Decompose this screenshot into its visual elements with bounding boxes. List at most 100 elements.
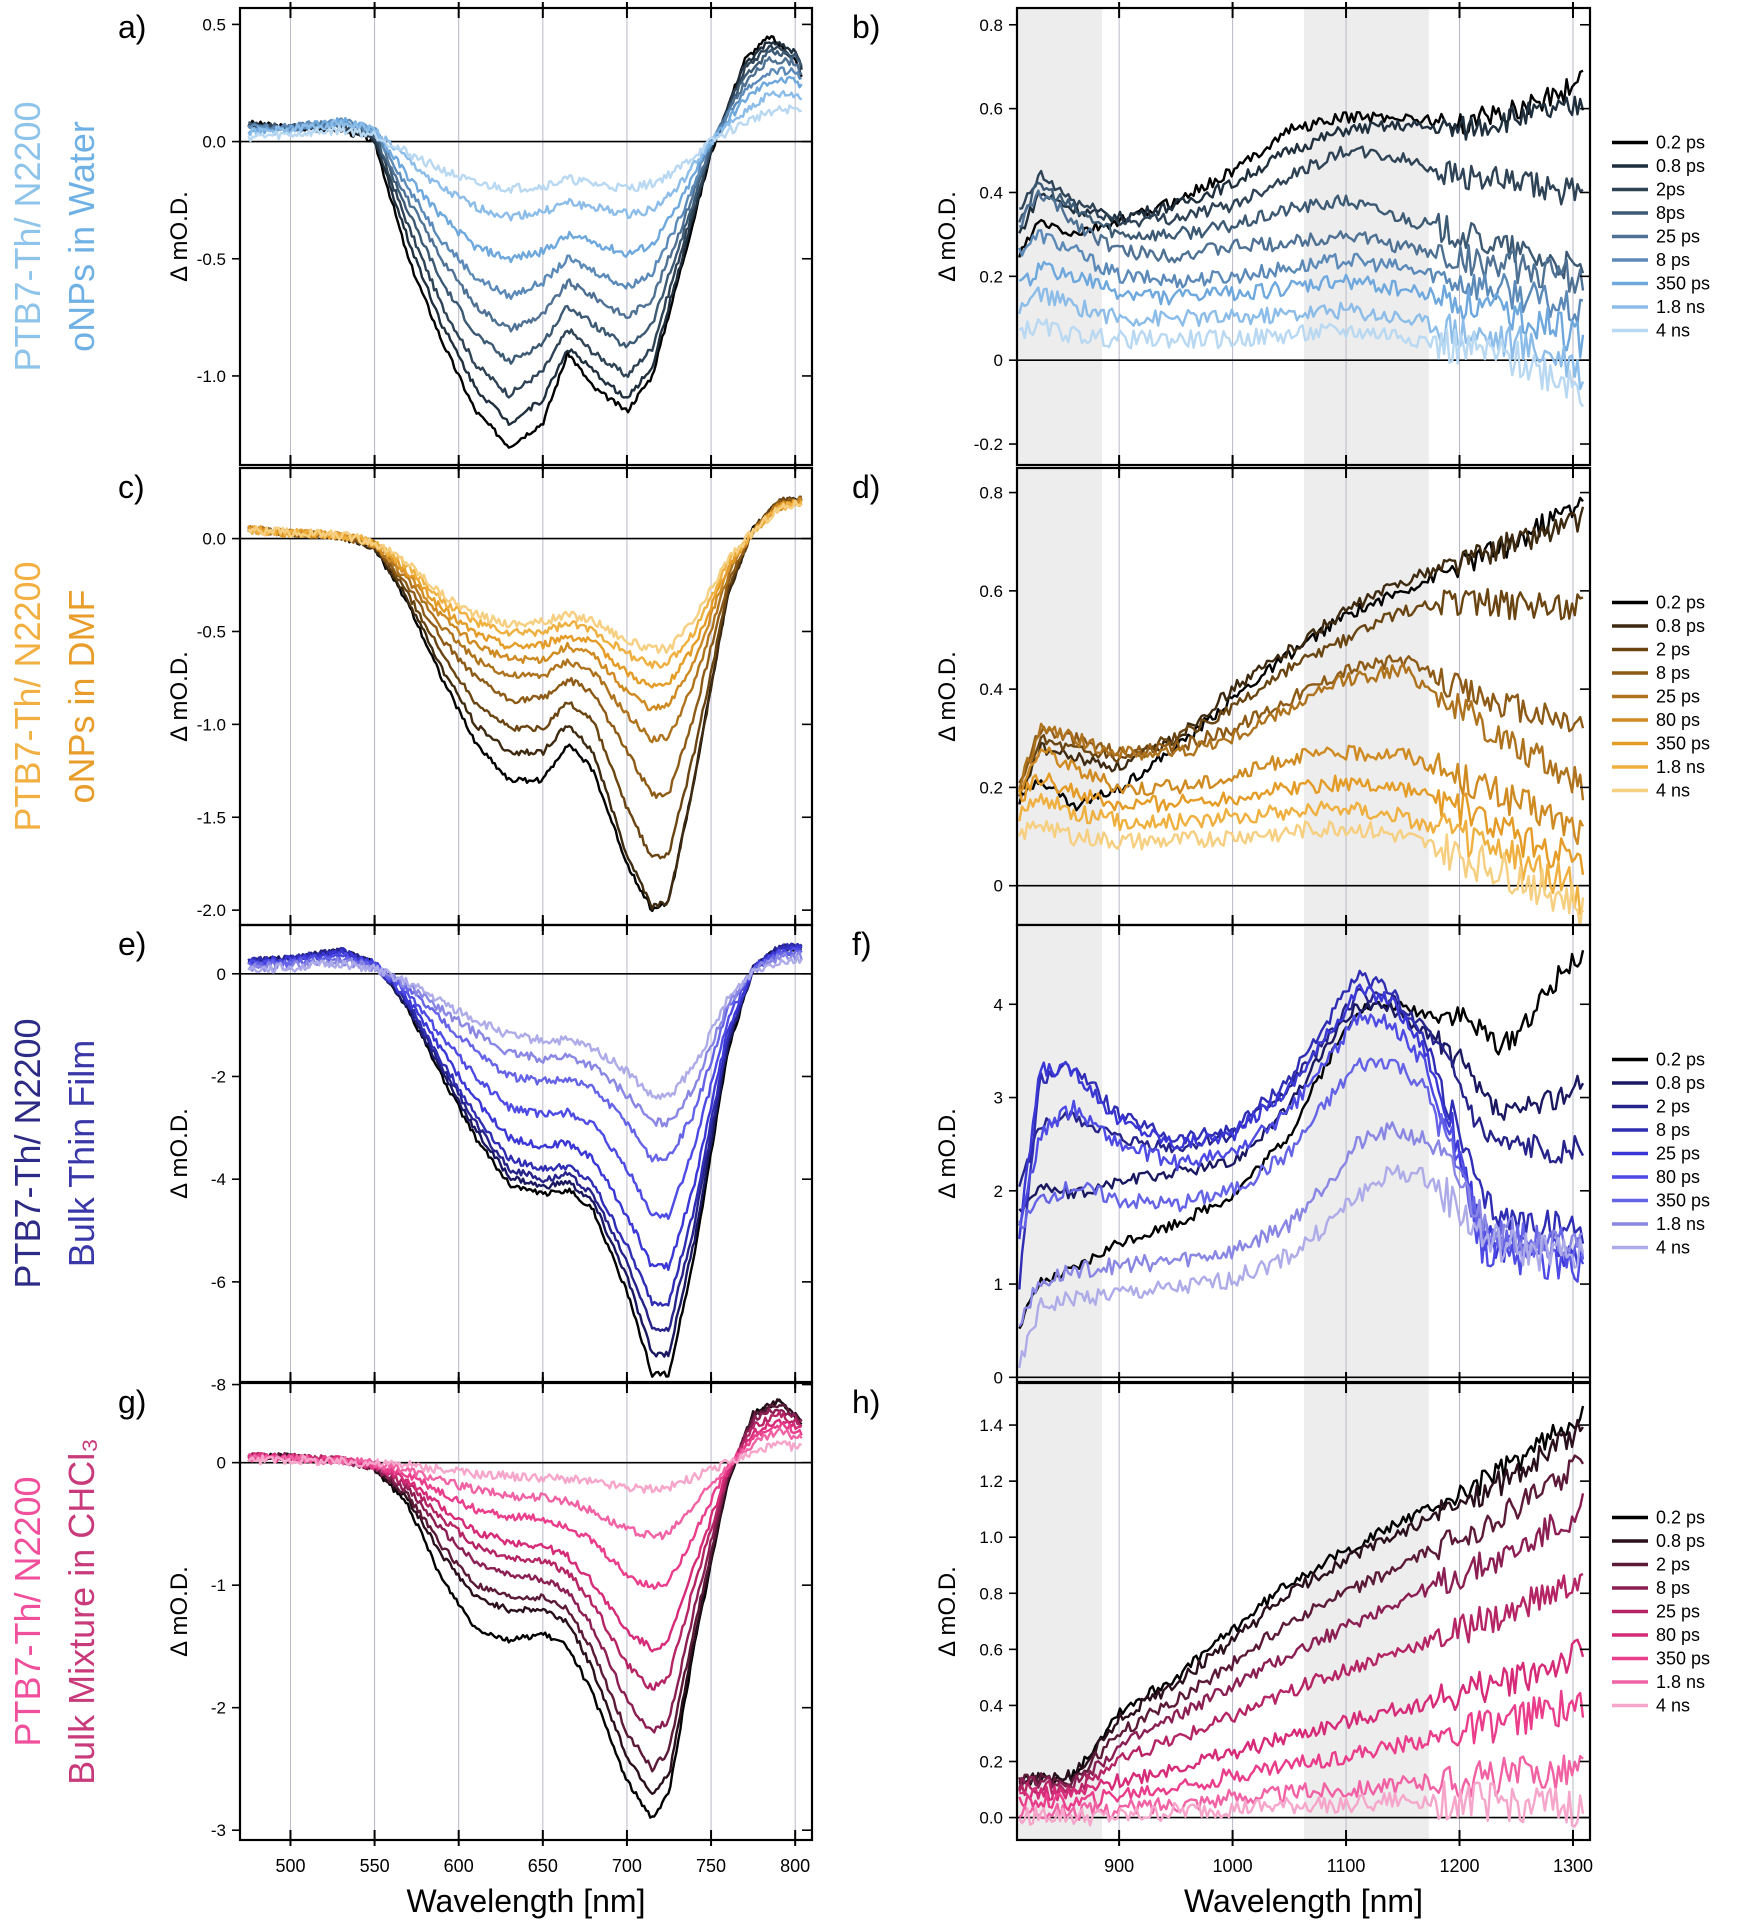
row-label: oNPs in Water — [61, 121, 102, 352]
y-tick-label: 0.8 — [979, 1584, 1003, 1603]
legend-entry: 0.2 ps — [1656, 133, 1705, 153]
shaded-region — [1017, 468, 1103, 925]
plot-frame — [1015, 923, 1592, 1384]
y-tick-label: 0.2 — [979, 267, 1003, 286]
series-line — [1018, 1001, 1585, 1214]
legend-entry: 2 ps — [1656, 1097, 1690, 1117]
legend-entry: 0.2 ps — [1656, 1050, 1705, 1070]
legend-entry: 350 ps — [1656, 274, 1710, 294]
series-line — [1018, 286, 1585, 391]
series-line — [1018, 260, 1585, 359]
series-line — [1018, 819, 1585, 925]
series-line — [1018, 1572, 1584, 1797]
series-line — [1018, 662, 1585, 801]
legend-entry: 4 ns — [1656, 321, 1690, 341]
series-line — [1018, 987, 1585, 1188]
series-group — [1018, 1405, 1585, 1828]
x-tick-label: 1100 — [1327, 1856, 1366, 1876]
series-line — [247, 66, 802, 300]
plot-frame — [1015, 1381, 1592, 1842]
x-tick-label: 700 — [612, 1856, 642, 1876]
y-tick-label: -8 — [211, 1376, 226, 1395]
series-group — [247, 35, 803, 449]
panel-label: e) — [118, 926, 146, 962]
series-line — [1018, 506, 1585, 797]
panel-f: 4 3 2 1 0 Δ mO.D. f) 0.2 ps 0.8 ps 2 ps 8 ps 25 ps 8… — [852, 919, 1710, 1388]
series-line — [1018, 1689, 1585, 1812]
panel-label: f) — [852, 926, 872, 962]
y-tick-label: -2 — [211, 1699, 226, 1718]
series-line — [1018, 1493, 1585, 1790]
panel-label: h) — [852, 1384, 880, 1420]
panel-a: 0.5 0.0 -0.5 -1.0 Δ mO.D. a) PTB7-Th/ N2200 oNP… — [7, 2, 814, 471]
x-tick-label: 1000 — [1213, 1856, 1253, 1876]
series-line — [248, 943, 803, 1358]
plot-frame — [238, 6, 814, 467]
panel-label: a) — [118, 9, 146, 45]
legend-entry: 0.8 ps — [1656, 1073, 1705, 1093]
y-tick-label: -1.0 — [197, 715, 226, 734]
plot-frame — [238, 923, 814, 1384]
series-line — [1018, 318, 1585, 408]
series-line — [247, 1418, 802, 1653]
series-line — [1018, 1754, 1584, 1821]
series-line — [1018, 1418, 1584, 1786]
y-tick-label: 2 — [994, 1182, 1003, 1201]
y-tick-label: 0 — [994, 1368, 1003, 1387]
y-tick-label: 0 — [994, 877, 1003, 896]
legend-entry: 4 ns — [1656, 1696, 1690, 1716]
shaded-region — [1304, 925, 1429, 1382]
y-axis-label: Δ mO.D. — [166, 1566, 193, 1657]
legend-entry: 2ps — [1656, 180, 1685, 200]
y-tick-label: -0.2 — [974, 435, 1003, 454]
series-line — [247, 104, 803, 194]
panel-label: c) — [118, 469, 145, 505]
x-tick-label: 900 — [1104, 1856, 1134, 1876]
series-line — [248, 44, 803, 399]
y-axis-label: Δ mO.D. — [166, 651, 193, 742]
legend-entry: 350 ps — [1656, 1649, 1710, 1669]
y-tick-label: -0.5 — [197, 250, 226, 269]
y-axis-label: Δ mO.D. — [934, 191, 961, 282]
legend-entry: 0.2 ps — [1656, 1508, 1705, 1528]
series-line — [247, 947, 803, 1220]
legend-entry: 25 ps — [1656, 1602, 1700, 1622]
legend-entry: 350 ps — [1656, 734, 1710, 754]
y-tick-label: -0.5 — [197, 622, 226, 641]
y-tick-label: -1.5 — [197, 808, 226, 827]
legend-entry: 1.8 ns — [1656, 1672, 1705, 1692]
y-tick-label: 1.0 — [979, 1528, 1003, 1547]
series-line — [1018, 793, 1584, 916]
series-line — [1018, 1780, 1585, 1828]
series-group — [1018, 949, 1585, 1369]
x-tick-label: 1300 — [1553, 1856, 1593, 1876]
series-line — [1018, 181, 1585, 280]
y-tick-label: -3 — [211, 1821, 226, 1840]
shaded-region — [1017, 1383, 1103, 1840]
y-tick-label: 1.2 — [979, 1472, 1003, 1491]
y-tick-label: 0.0 — [202, 530, 226, 549]
legend-entry: 0.8 ps — [1656, 156, 1705, 176]
series-line — [247, 35, 803, 449]
series-line — [247, 41, 803, 426]
series-line — [1018, 189, 1585, 294]
row-label: Bulk Mixture in CHCl₃ — [61, 1438, 102, 1785]
y-tick-label: 0.2 — [979, 778, 1003, 797]
y-axis-label: Δ mO.D. — [166, 1108, 193, 1199]
series-line — [1018, 744, 1585, 845]
panel-g: 0 -1 -2 -3 500 550 600 650 700 750 800 Wavelength [… — [7, 1377, 814, 1919]
series-line — [1018, 969, 1585, 1290]
series-line — [1018, 588, 1584, 784]
series-line — [247, 944, 803, 1271]
y-tick-label: 1.4 — [979, 1416, 1003, 1435]
y-tick-label: 0.8 — [979, 484, 1003, 503]
row-label: PTB7-Th/ N2200 — [7, 101, 48, 371]
x-tick-label: 1200 — [1439, 1856, 1479, 1876]
series-line — [1018, 949, 1585, 1330]
series-group — [1018, 69, 1585, 408]
y-axis-label: Δ mO.D. — [166, 191, 193, 282]
x-axis-label: Wavelength [nm] — [407, 1883, 646, 1919]
panel-label: d) — [852, 469, 880, 505]
legend-entry: 8ps — [1656, 203, 1685, 223]
legend-entry: 8 ps — [1656, 663, 1690, 683]
